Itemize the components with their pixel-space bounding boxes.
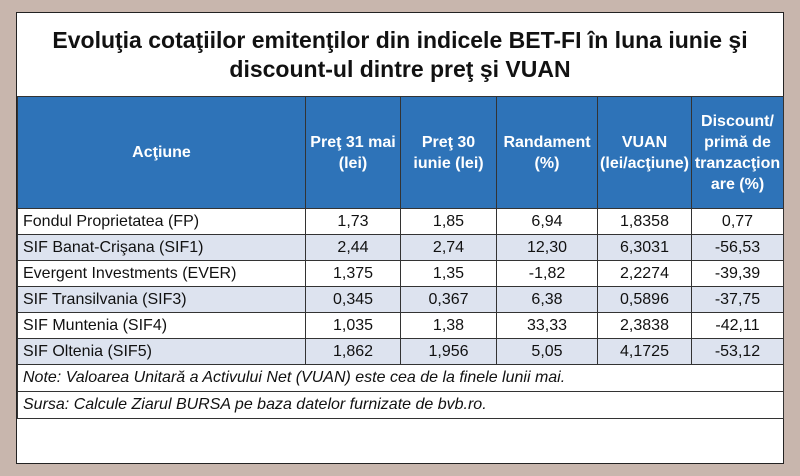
cell-company: SIF Transilvania (SIF3) <box>17 286 306 313</box>
header-row: Acţiune Preţ 31 mai (lei) Preţ 30 iunie … <box>17 96 784 209</box>
cell-price-june: 1,85 <box>400 208 497 235</box>
column-header-discount: Discount/ primă de tranzacţionare (%) <box>691 96 784 209</box>
cell-price-may: 1,862 <box>305 338 401 365</box>
title-line-1: Evoluţia cotaţiilor emitenţilor din indi… <box>52 26 748 53</box>
cell-price-may: 1,73 <box>305 208 401 235</box>
cell-yield: 33,33 <box>496 312 598 339</box>
table-note: Note: Valoarea Unitară a Activului Net (… <box>17 364 784 392</box>
cell-price-may: 2,44 <box>305 234 401 261</box>
cell-discount: -42,11 <box>691 312 784 339</box>
cell-yield: 5,05 <box>496 338 598 365</box>
cell-vuan: 2,2274 <box>597 260 692 287</box>
cell-vuan: 6,3031 <box>597 234 692 261</box>
cell-yield: -1,82 <box>496 260 598 287</box>
cell-vuan: 2,3838 <box>597 312 692 339</box>
cell-discount: -56,53 <box>691 234 784 261</box>
cell-price-june: 0,367 <box>400 286 497 313</box>
cell-discount: 0,77 <box>691 208 784 235</box>
table-row: SIF Muntenia (SIF4) 1,035 1,38 33,33 2,3… <box>17 312 784 339</box>
source-row: Sursa: Calcule Ziarul BURSA pe baza date… <box>17 391 784 419</box>
cell-price-june: 1,38 <box>400 312 497 339</box>
table-row: Fondul Proprietatea (FP) 1,73 1,85 6,94 … <box>17 208 784 235</box>
column-header-pret-30-iunie: Preţ 30 iunie (lei) <box>400 96 497 209</box>
cell-discount: -37,75 <box>691 286 784 313</box>
cell-price-may: 0,345 <box>305 286 401 313</box>
column-header-pret-31-mai: Preţ 31 mai (lei) <box>305 96 401 209</box>
cell-yield: 6,94 <box>496 208 598 235</box>
column-header-actiune: Acţiune <box>17 96 306 209</box>
cell-price-may: 1,375 <box>305 260 401 287</box>
cell-price-june: 2,74 <box>400 234 497 261</box>
cell-discount: -53,12 <box>691 338 784 365</box>
cell-discount: -39,39 <box>691 260 784 287</box>
cell-yield: 6,38 <box>496 286 598 313</box>
table-row: SIF Banat-Crişana (SIF1) 2,44 2,74 12,30… <box>17 234 784 261</box>
cell-company: Fondul Proprietatea (FP) <box>17 208 306 235</box>
title-line-2: discount-ul dintre preţ şi VUAN <box>229 55 571 82</box>
cell-yield: 12,30 <box>496 234 598 261</box>
cell-company: SIF Muntenia (SIF4) <box>17 312 306 339</box>
cell-company: SIF Banat-Crişana (SIF1) <box>17 234 306 261</box>
note-row: Note: Valoarea Unitară a Activului Net (… <box>17 364 784 392</box>
table-row: SIF Transilvania (SIF3) 0,345 0,367 6,38… <box>17 286 784 313</box>
data-table: Acţiune Preţ 31 mai (lei) Preţ 30 iunie … <box>17 96 784 419</box>
column-header-randament: Randament (%) <box>496 96 598 209</box>
table-row: Evergent Investments (EVER) 1,375 1,35 -… <box>17 260 784 287</box>
table-source: Sursa: Calcule Ziarul BURSA pe baza date… <box>17 391 784 419</box>
column-header-vuan: VUAN (lei/acţiune) <box>597 96 692 209</box>
page-title: Evoluţia cotaţiilor emitenţilor din indi… <box>17 13 783 96</box>
cell-price-june: 1,35 <box>400 260 497 287</box>
cell-vuan: 0,5896 <box>597 286 692 313</box>
cell-price-june: 1,956 <box>400 338 497 365</box>
cell-company: Evergent Investments (EVER) <box>17 260 306 287</box>
table-card: Evoluţia cotaţiilor emitenţilor din indi… <box>16 12 784 464</box>
cell-vuan: 1,8358 <box>597 208 692 235</box>
table-row: SIF Oltenia (SIF5) 1,862 1,956 5,05 4,17… <box>17 338 784 365</box>
cell-vuan: 4,1725 <box>597 338 692 365</box>
cell-company: SIF Oltenia (SIF5) <box>17 338 306 365</box>
cell-price-may: 1,035 <box>305 312 401 339</box>
